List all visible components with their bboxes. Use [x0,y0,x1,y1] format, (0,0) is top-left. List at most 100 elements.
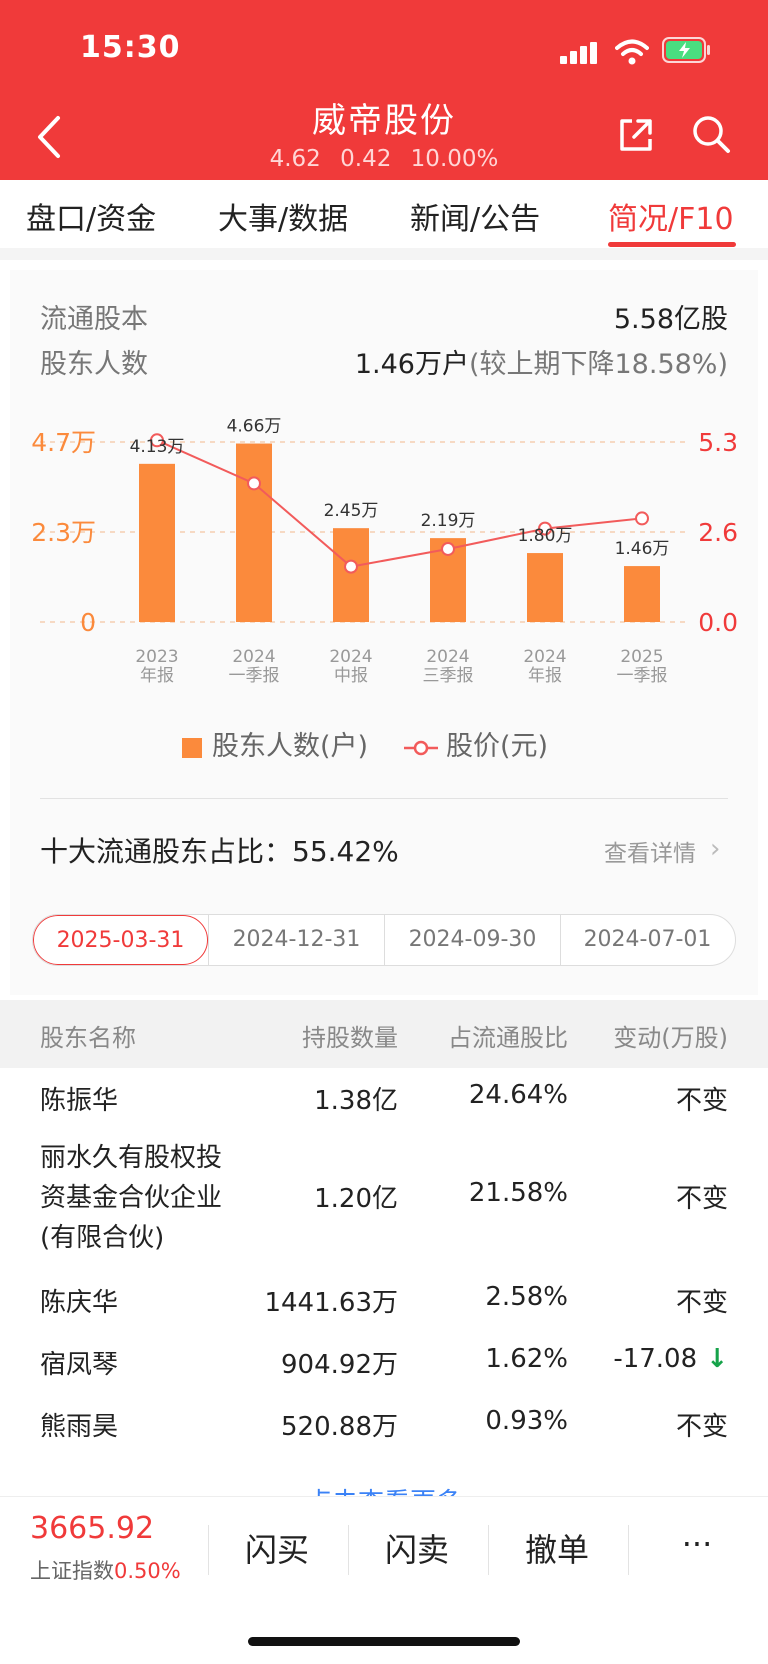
holders-label: 股东人数 [40,349,148,380]
active-tab-indicator [608,242,736,247]
holder-shares: 1.20亿 [314,1184,398,1214]
holder-name-line: 丽水久有股权投 [40,1143,223,1173]
price-point [635,511,649,526]
date-2025-03-31[interactable]: 2025-03-31 [33,915,208,965]
view-more-link[interactable]: 点击查看更多 [0,1484,768,1498]
top-header: 15:30 威帝股份 4.62 0.42 10.00% [0,0,768,180]
x-tick-label: 2024 [232,647,275,667]
x-tick-label: 三季报 [423,666,474,686]
tab-pankou[interactable]: 盘口/资金 [26,202,157,237]
index-pct: 0.50% [114,1559,181,1583]
bar-separator [488,1525,489,1575]
y-right-tick: 0.0 [698,608,738,637]
holder-shares: 1.38亿 [314,1086,398,1116]
legend-price-label: 股价(元) [446,731,549,762]
date-separator [208,915,209,965]
date-separator [560,915,561,965]
x-tick-label: 2024 [329,647,372,667]
holder-shares: 1441.63万 [264,1288,398,1318]
holder-name-multiline: 丽水久有股权投 资基金合伙企业 (有限合伙) [40,1138,222,1258]
stock-title-block: 威帝股份 4.62 0.42 10.00% [0,100,768,174]
index-name: 上证指数 [30,1559,114,1583]
quick-sell-button[interactable]: 闪卖 [384,1531,449,1569]
holder-change: 不变 [675,1412,728,1442]
chevron-right-icon[interactable]: › [710,834,721,864]
holders-value-row: 1.46万户(较上期下降18.58%) [355,342,728,381]
more-options-button[interactable]: ··· [681,1525,713,1563]
float-shares-value: 5.58亿股 [613,304,728,335]
holder-change: 不变 [675,1086,728,1116]
x-tick-label: 2025 [620,647,663,667]
legend-price: 股价(元) [404,724,548,763]
y-left-tick: 0 [80,608,96,637]
share-icon[interactable] [616,115,656,155]
report-date-selector: 2025-03-31 2024-12-31 2024-09-30 2024-07… [32,914,736,966]
col-shares: 持股数量 [302,1024,398,1052]
bar [333,528,369,622]
holder-name: 熊雨昊 [40,1412,119,1442]
status-time: 15:30 [80,30,181,65]
holders-note: (较上期下降18.58%) [468,349,728,380]
table-header: 股东名称 持股数量 占流通股比 变动(万股) [0,1000,768,1068]
holder-name: 陈振华 [40,1086,119,1116]
tab-events[interactable]: 大事/数据 [218,202,349,237]
holder-ratio: 21.58% [468,1178,568,1208]
x-tick-label: 2024 [523,647,566,667]
tab-news[interactable]: 新闻/公告 [410,202,541,237]
cellular-signal-icon [560,42,598,64]
y-left-tick: 2.3万 [31,518,96,547]
float-shares-label: 流通股本 [40,304,148,335]
holder-ratio: 2.58% [485,1282,568,1312]
holder-name: 陈庆华 [40,1288,119,1318]
stock-name: 威帝股份 [312,101,456,141]
bar [236,443,272,622]
legend-holders: 股东人数(户) [182,724,368,763]
y-left-tick: 4.7万 [31,428,96,457]
index-name-row: 上证指数0.50% [30,1555,181,1585]
bar [139,463,175,622]
holder-change: -17.08 [613,1344,698,1374]
back-arrow-icon[interactable] [30,112,70,162]
holders-value: 1.46万户 [354,349,469,380]
holder-ratio: 0.93% [485,1406,568,1436]
date-2024-09-30[interactable]: 2024-09-30 [408,927,537,952]
date-2024-07-01[interactable]: 2024-07-01 [583,927,712,952]
tab-f10[interactable]: 简况/F10 [608,202,734,237]
section-separator [0,248,768,260]
col-ratio: 占流通股比 [448,1024,568,1052]
holder-name: 宿凤琴 [40,1350,119,1380]
tab-bar: 盘口/资金 大事/数据 新闻/公告 简况/F10 [0,180,768,248]
price-point [538,521,552,536]
stock-change-pct: 10.00% [410,146,499,172]
date-separator [384,915,385,965]
stock-change: 0.42 [340,146,392,172]
x-tick-label: 年报 [528,666,562,686]
holder-name-line: 资基金合伙企业 [40,1183,223,1213]
price-point [247,476,261,491]
view-details-link[interactable]: 查看详情 [604,841,696,867]
bar-label: 1.80万 [518,526,573,546]
col-change: 变动(万股) [613,1024,728,1052]
index-value[interactable]: 3665.92 [30,1511,155,1546]
bar [624,566,660,622]
bar-label: 1.46万 [615,539,670,559]
bar-label: 2.19万 [421,511,476,531]
holder-change: 不变 [675,1288,728,1318]
bar-separator [628,1525,629,1575]
holder-change: 不变 [675,1184,728,1214]
x-tick-label: 中报 [334,666,368,686]
legend-holders-label: 股东人数(户) [212,731,369,762]
battery-icon [662,37,710,63]
price-point [150,433,164,448]
price-point [344,559,358,574]
date-2024-12-31[interactable]: 2024-12-31 [232,927,361,952]
holder-ratio: 1.62% [485,1344,568,1374]
bar [527,553,563,622]
search-icon[interactable] [690,113,732,155]
cancel-order-button[interactable]: 撤单 [524,1531,589,1569]
quick-buy-button[interactable]: 闪买 [244,1531,309,1569]
holder-ratio: 24.64% [468,1080,568,1110]
legend-bar-swatch [182,737,202,758]
x-tick-label: 一季报 [617,666,668,686]
bar-label: 4.66万 [227,417,282,437]
